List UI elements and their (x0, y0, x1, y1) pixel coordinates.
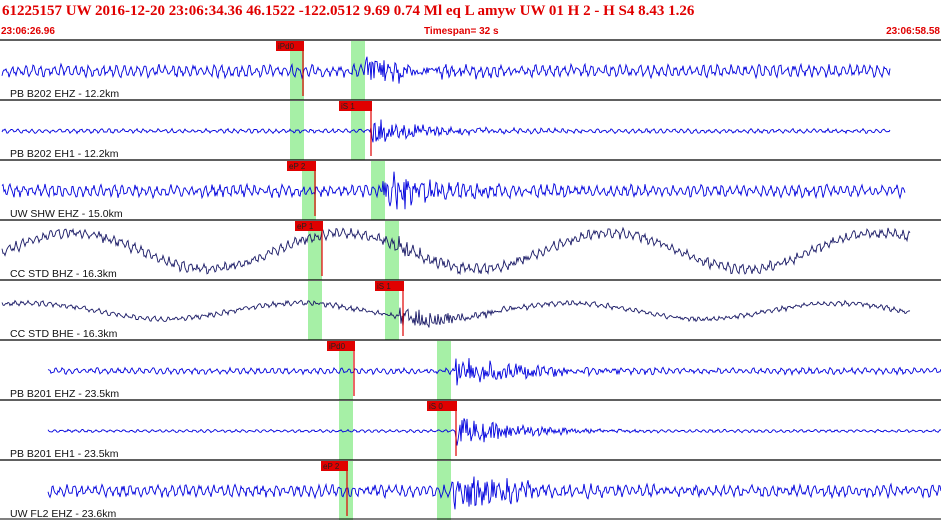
timespan-label: Timespan= 32 s (424, 26, 499, 37)
channel-label: PB B202 EHZ - 12.2km (10, 88, 119, 100)
pick-window (308, 221, 322, 280)
pick-label: iS 1 (377, 282, 391, 291)
pick-window (351, 41, 365, 100)
channel-row[interactable]: iPd0 PB B201 EHZ - 23.5km (0, 339, 941, 400)
pick-window (385, 281, 399, 340)
pick-window (339, 461, 353, 520)
pick-window (308, 281, 322, 340)
pick-window (339, 401, 353, 460)
pick-window (437, 461, 451, 520)
channel-row[interactable]: eP 1 CC STD BHZ - 16.3km (0, 219, 941, 280)
pick-label: iPd0 (278, 42, 295, 51)
seismic-trace (1, 119, 891, 143)
pick-label: eP 2 (323, 462, 340, 471)
seismic-trace (47, 418, 941, 446)
pick-window (302, 161, 316, 220)
pick-window (290, 41, 304, 100)
seismic-trace (1, 226, 911, 276)
pick-label-box[interactable] (295, 221, 323, 231)
channel-label: PB B202 EH1 - 12.2km (10, 148, 119, 160)
pick-label-box[interactable] (327, 341, 355, 351)
pick-label: eP 1 (297, 222, 314, 231)
pick-label: iS 1 (341, 102, 355, 111)
pick-label: iS 0 (429, 402, 443, 411)
channel-row[interactable]: eP 2 UW FL2 EHZ - 23.6km (0, 459, 941, 520)
pick-label-box[interactable] (287, 161, 316, 171)
channel-row[interactable]: iS 1 CC STD BHE - 16.3km (0, 279, 941, 340)
event-header: 61225157 UW 2016-12-20 23:06:34.36 46.15… (0, 0, 941, 40)
pick-label-box[interactable] (427, 401, 457, 411)
pick-label-box[interactable] (375, 281, 404, 291)
channel-row[interactable]: eP 2 UW SHW EHZ - 15.0km (0, 159, 941, 220)
event-summary-line: 61225157 UW 2016-12-20 23:06:34.36 46.15… (2, 3, 695, 19)
pick-label-box[interactable] (321, 461, 348, 471)
pick-window (385, 221, 399, 280)
pick-window (339, 341, 353, 400)
channel-label: PB B201 EH1 - 23.5km (10, 448, 119, 460)
channel-row[interactable]: iPd0 PB B202 EHZ - 12.2km (0, 39, 941, 100)
end-time-label: 23:06:58.58 (886, 26, 940, 37)
start-time-label: 23:06:26.96 (1, 26, 55, 37)
channel-row[interactable]: iS 1 PB B202 EH1 - 12.2km (0, 99, 941, 160)
pick-label: eP 2 (289, 162, 306, 171)
channel-label: CC STD BHE - 16.3km (10, 328, 118, 340)
seismic-trace (1, 171, 906, 210)
seismic-trace (1, 299, 911, 328)
channel-label: CC STD BHZ - 16.3km (10, 268, 117, 280)
pick-label-box[interactable] (276, 41, 304, 51)
channel-label: UW SHW EHZ - 15.0km (10, 208, 123, 220)
pick-label: iPd0 (329, 342, 346, 351)
seismic-trace (1, 56, 891, 84)
channel-label: UW FL2 EHZ - 23.6km (10, 508, 116, 520)
seismic-trace (47, 476, 941, 510)
pick-label-box[interactable] (339, 101, 372, 111)
seismic-trace (47, 358, 941, 386)
channel-label: PB B201 EHZ - 23.5km (10, 388, 119, 400)
channel-row[interactable]: iS 0 PB B201 EH1 - 23.5km (0, 399, 941, 460)
